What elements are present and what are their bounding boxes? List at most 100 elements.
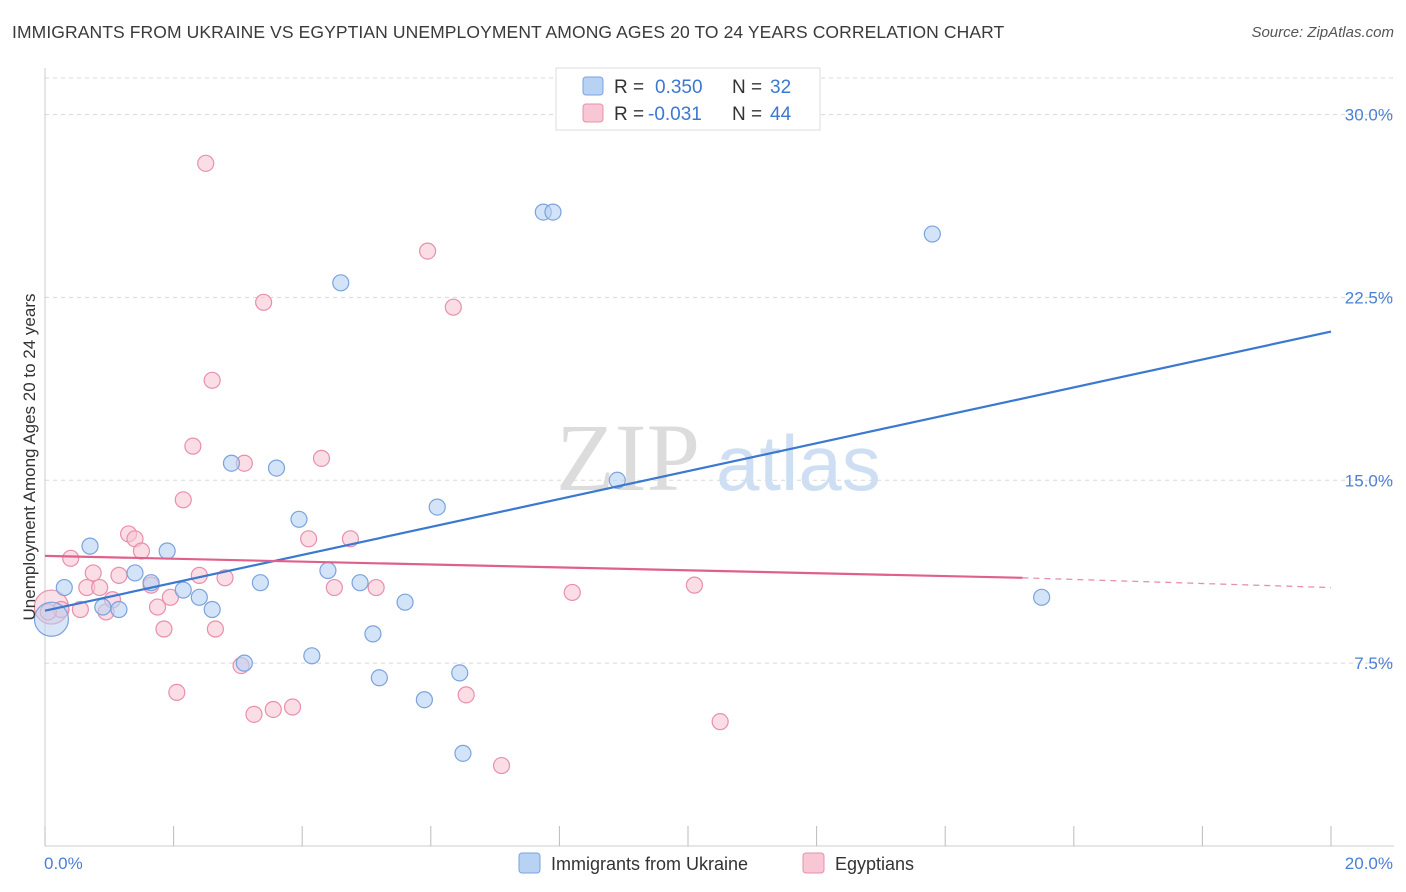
egyptians-point-9	[110, 566, 128, 584]
legend-n-value-blue: 32	[770, 77, 791, 98]
egyptians-point-17	[168, 683, 186, 702]
ukraine-point-31	[1033, 588, 1051, 606]
egyptians-trend-line	[44, 554, 1023, 579]
x-tick-label-1: 20.0%	[1345, 854, 1393, 873]
legend-r-value-blue: 0.350	[655, 77, 703, 98]
egyptians-point-30	[283, 698, 302, 716]
legend-r-label-pink: R =	[614, 104, 644, 125]
egyptians-point-19	[184, 437, 202, 455]
x-tick-labels: 0.0% 20.0%	[44, 854, 1393, 873]
source-label: Source: ZipAtlas.com	[1251, 24, 1394, 41]
ukraine-point-25	[451, 664, 469, 682]
watermark-zip: ZIP	[556, 404, 700, 511]
egyptians-point-18	[174, 491, 192, 509]
egyptians-point-42	[711, 713, 729, 731]
egyptians-point-21	[197, 154, 215, 172]
y-tick-label-3: 30.0%	[1345, 106, 1393, 125]
legend-top: R = 0.350 N = 32 R = -0.031 N = 44	[555, 67, 821, 131]
x-tick-label-0: 0.0%	[44, 854, 83, 873]
legend-n-value-pink: 44	[770, 104, 792, 125]
watermark: ZIP atlas	[556, 404, 881, 511]
egyptians-point-5	[84, 564, 102, 582]
ukraine-point-28	[544, 203, 562, 221]
egyptians-points	[33, 154, 729, 775]
ukraine-point-3	[94, 598, 112, 616]
ukraine-point-26	[454, 744, 472, 762]
legend-pink-swatch	[582, 103, 604, 123]
ukraine-point-18	[332, 274, 350, 292]
legend-blue-swatch	[582, 76, 604, 96]
egyptians-point-36	[418, 242, 437, 260]
egyptians-point-14	[148, 598, 167, 616]
ukraine-point-29	[608, 471, 626, 489]
ukraine-point-13	[251, 574, 270, 592]
ukraine-point-11	[222, 454, 241, 472]
ukraine-point-1	[55, 578, 73, 597]
legend-bottom-egyptians: Egyptians	[835, 854, 914, 874]
egyptians-point-29	[264, 700, 282, 719]
legend-bottom-blue-swatch	[518, 852, 541, 874]
y-axis-title: Unemployment Among Ages 20 to 24 years	[20, 294, 39, 621]
egyptians-point-27	[245, 705, 263, 723]
egyptians-point-31	[300, 530, 318, 548]
y-tick-label-2: 22.5%	[1345, 288, 1393, 307]
watermark-atlas: atlas	[716, 419, 881, 507]
ukraine-point-15	[290, 510, 308, 528]
ukraine-point-30	[923, 225, 941, 243]
ukraine-point-16	[303, 647, 321, 665]
legend-r-value-pink: -0.031	[648, 104, 702, 125]
ukraine-point-23	[415, 691, 433, 709]
legend-bottom-pink-swatch	[802, 852, 825, 874]
grid-lines	[45, 77, 1394, 664]
egyptians-point-24	[216, 569, 234, 587]
egyptians-point-6	[91, 578, 109, 597]
ukraine-point-10	[203, 600, 221, 619]
ukraine-point-7	[158, 542, 176, 560]
ukraine-point-2	[81, 537, 99, 555]
egyptians-point-33	[325, 578, 343, 597]
ukraine-point-14	[267, 459, 286, 477]
egyptians-point-28	[255, 293, 273, 311]
egyptians-point-23	[206, 620, 224, 638]
egyptians-trend-extension	[1022, 577, 1332, 589]
ukraine-trend-line	[44, 330, 1332, 612]
trend-lines	[44, 330, 1332, 612]
egyptians-point-22	[203, 371, 221, 389]
ukraine-point-9	[190, 588, 208, 606]
egyptians-point-41	[685, 576, 704, 594]
legend-n-label-blue: N =	[732, 77, 762, 98]
egyptians-point-39	[492, 756, 511, 775]
y-tick-labels: 7.5% 15.0% 22.5% 30.0%	[1345, 106, 1393, 674]
ukraine-points	[33, 203, 1051, 762]
legend-bottom-ukraine: Immigrants from Ukraine	[551, 854, 748, 874]
egyptians-point-35	[367, 578, 385, 597]
legend-n-label-pink: N =	[732, 104, 762, 125]
y-tick-label-1: 15.0%	[1345, 471, 1393, 490]
ukraine-point-4	[110, 600, 128, 619]
ukraine-point-19	[351, 574, 369, 592]
ukraine-point-17	[319, 561, 337, 580]
egyptians-point-32	[312, 449, 331, 467]
egyptians-point-15	[155, 620, 173, 638]
egyptians-point-40	[563, 583, 581, 602]
egyptians-point-3	[71, 600, 89, 619]
ukraine-point-0	[33, 601, 70, 637]
legend-bottom: Immigrants from Ukraine Egyptians	[518, 852, 914, 874]
egyptians-point-37	[444, 298, 462, 316]
ukraine-point-5	[126, 564, 144, 582]
ukraine-point-8	[174, 581, 192, 599]
ukraine-point-21	[370, 669, 388, 687]
ukraine-point-22	[396, 593, 414, 611]
egyptians-point-12	[132, 542, 151, 560]
egyptians-point-16	[161, 588, 179, 606]
egyptians-point-38	[457, 686, 475, 704]
ukraine-point-12	[235, 654, 253, 672]
egyptians-point-2	[62, 549, 80, 567]
chart-title: IMMIGRANTS FROM UKRAINE VS EGYPTIAN UNEM…	[12, 22, 1005, 42]
y-tick-label-0: 7.5%	[1354, 654, 1393, 673]
legend-r-label-blue: R =	[614, 77, 644, 98]
ukraine-point-20	[364, 625, 382, 643]
axes	[44, 68, 1394, 847]
ukraine-point-24	[428, 498, 446, 516]
